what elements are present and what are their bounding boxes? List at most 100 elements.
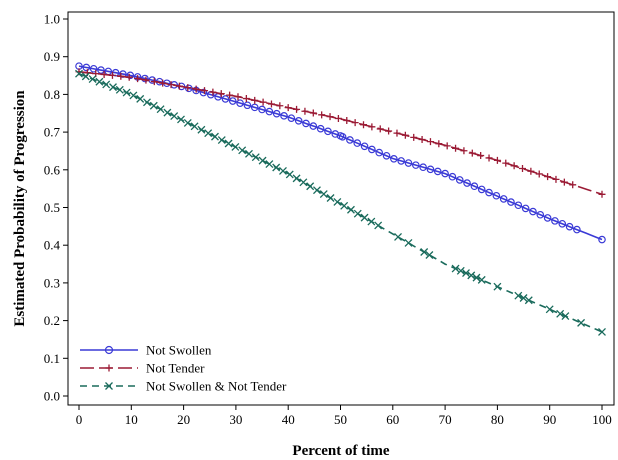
data-point [569,181,577,189]
data-point [234,93,242,101]
data-point [376,125,384,133]
series-line [78,72,603,333]
data-point [397,157,405,165]
data-point [419,163,427,172]
data-point [565,222,574,231]
data-point [441,169,449,178]
data-point [551,217,559,225]
data-point [472,273,481,282]
x-tick-label: 50 [334,412,347,427]
data-point [258,105,266,114]
data-point [393,129,401,137]
y-tick-label: 0.4 [44,238,61,253]
data-point [452,144,460,152]
data-point [463,179,471,187]
data-point [309,109,317,117]
y-tick-label: 0.8 [44,87,60,102]
data-point [535,170,543,178]
data-point [136,94,145,103]
data-point [265,107,274,116]
data-point [340,201,349,210]
data-point [324,127,332,136]
data-point [217,90,225,98]
data-point [326,194,335,202]
data-point [199,88,208,97]
data-point [556,309,565,318]
data-point [360,142,369,151]
data-point [306,182,315,191]
data-point [343,116,351,124]
data-point [514,201,523,210]
data-point [418,135,426,143]
data-point [529,207,537,216]
data-point [435,140,443,148]
data-point [81,72,90,81]
y-tick-label: 1.0 [44,12,60,27]
data-point [360,213,369,222]
data-point [175,82,183,90]
data-point [163,108,172,117]
data-point [468,149,476,157]
data-point [470,182,479,191]
data-point [197,125,206,134]
y-tick-label: 0.1 [44,351,60,366]
data-point [326,113,334,121]
series-group [75,62,606,336]
data-point [368,123,376,131]
data-point [598,327,606,336]
data-point [150,78,158,86]
data-point [183,118,192,127]
data-point [368,145,376,154]
x-tick-label: 10 [125,412,138,427]
data-point [115,85,124,94]
data-point [558,219,567,228]
data-point [524,296,533,305]
y-tick-label: 0.6 [44,162,61,177]
data-point [448,172,457,181]
data-point [425,251,434,259]
data-point [243,101,252,110]
data-point [412,161,420,169]
data-point [267,100,275,108]
data-point [177,115,185,124]
data-point [309,122,318,130]
data-point [492,191,501,200]
data-point [333,197,342,206]
x-tick-label: 30 [229,412,242,427]
x-tick-label: 80 [491,412,504,427]
y-tick-label: 0.7 [44,125,61,140]
data-point [319,190,328,199]
data-point [367,217,376,226]
data-point [224,139,233,148]
data-point [545,305,554,314]
data-point [201,87,209,95]
data-point [410,133,418,141]
data-point [211,132,219,141]
data-point [122,88,131,97]
data-point [404,159,413,167]
data-point [217,136,226,145]
data-point [236,99,244,107]
data-point [552,175,560,183]
data-point [577,318,586,327]
data-point [507,198,515,206]
data-point [105,382,113,390]
data-point [460,147,468,155]
data-point [156,105,165,114]
data-point [390,154,398,163]
series-line [78,65,603,241]
x-tick-label: 0 [76,412,83,427]
data-point [170,112,179,120]
data-point [272,163,281,172]
data-point [536,210,545,219]
x-axis: 0 10 20 30 40 50 60 70 80 90 100 [76,405,612,427]
data-point [493,156,501,164]
y-tick-label: 0.5 [44,200,60,215]
data-point [245,149,253,158]
data-point [280,112,288,120]
data-point [543,214,552,222]
data-point [287,114,296,122]
data-point [302,119,310,128]
